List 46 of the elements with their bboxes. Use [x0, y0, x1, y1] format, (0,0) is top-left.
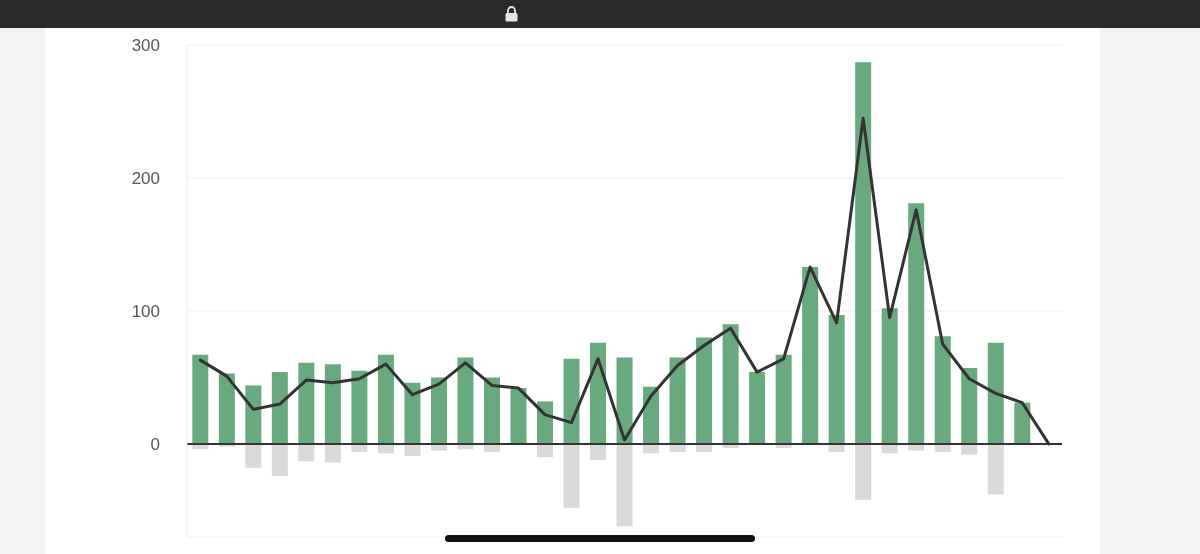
y-tick-label: 0	[150, 434, 160, 454]
bar	[855, 62, 872, 444]
bar	[563, 358, 580, 444]
bar	[961, 368, 978, 444]
bar	[404, 382, 421, 444]
bar	[537, 443, 553, 458]
bar	[192, 354, 209, 444]
y-tick-label: 300	[131, 36, 160, 56]
bar	[855, 443, 872, 500]
bar	[590, 342, 607, 444]
bar	[590, 443, 607, 460]
bar	[987, 342, 1004, 444]
bar	[324, 443, 341, 463]
bar	[377, 354, 394, 444]
bar	[351, 370, 368, 444]
bar	[563, 443, 580, 508]
bar	[802, 267, 819, 444]
bar	[696, 337, 713, 444]
bar	[881, 308, 898, 444]
bar	[298, 362, 315, 444]
bar	[669, 357, 686, 444]
bar	[961, 443, 978, 455]
bar	[1014, 402, 1031, 444]
bar	[483, 377, 500, 444]
bar	[616, 443, 633, 527]
y-tick-label: 100	[131, 301, 160, 321]
bar	[218, 373, 235, 444]
bar	[775, 354, 792, 444]
bar	[430, 377, 447, 444]
bar	[908, 203, 925, 444]
bar	[271, 443, 288, 476]
bar	[722, 324, 739, 444]
bar	[510, 388, 527, 444]
bar	[245, 385, 262, 444]
bar	[245, 443, 262, 468]
bar	[404, 443, 421, 456]
bar	[987, 443, 1004, 495]
bar	[749, 372, 766, 444]
y-tick-label: 200	[131, 169, 160, 189]
bar	[324, 364, 341, 444]
bar	[616, 357, 633, 444]
bar	[457, 357, 474, 444]
bar	[828, 314, 845, 444]
bar	[934, 336, 951, 444]
bar	[298, 443, 315, 462]
bar	[271, 372, 288, 444]
